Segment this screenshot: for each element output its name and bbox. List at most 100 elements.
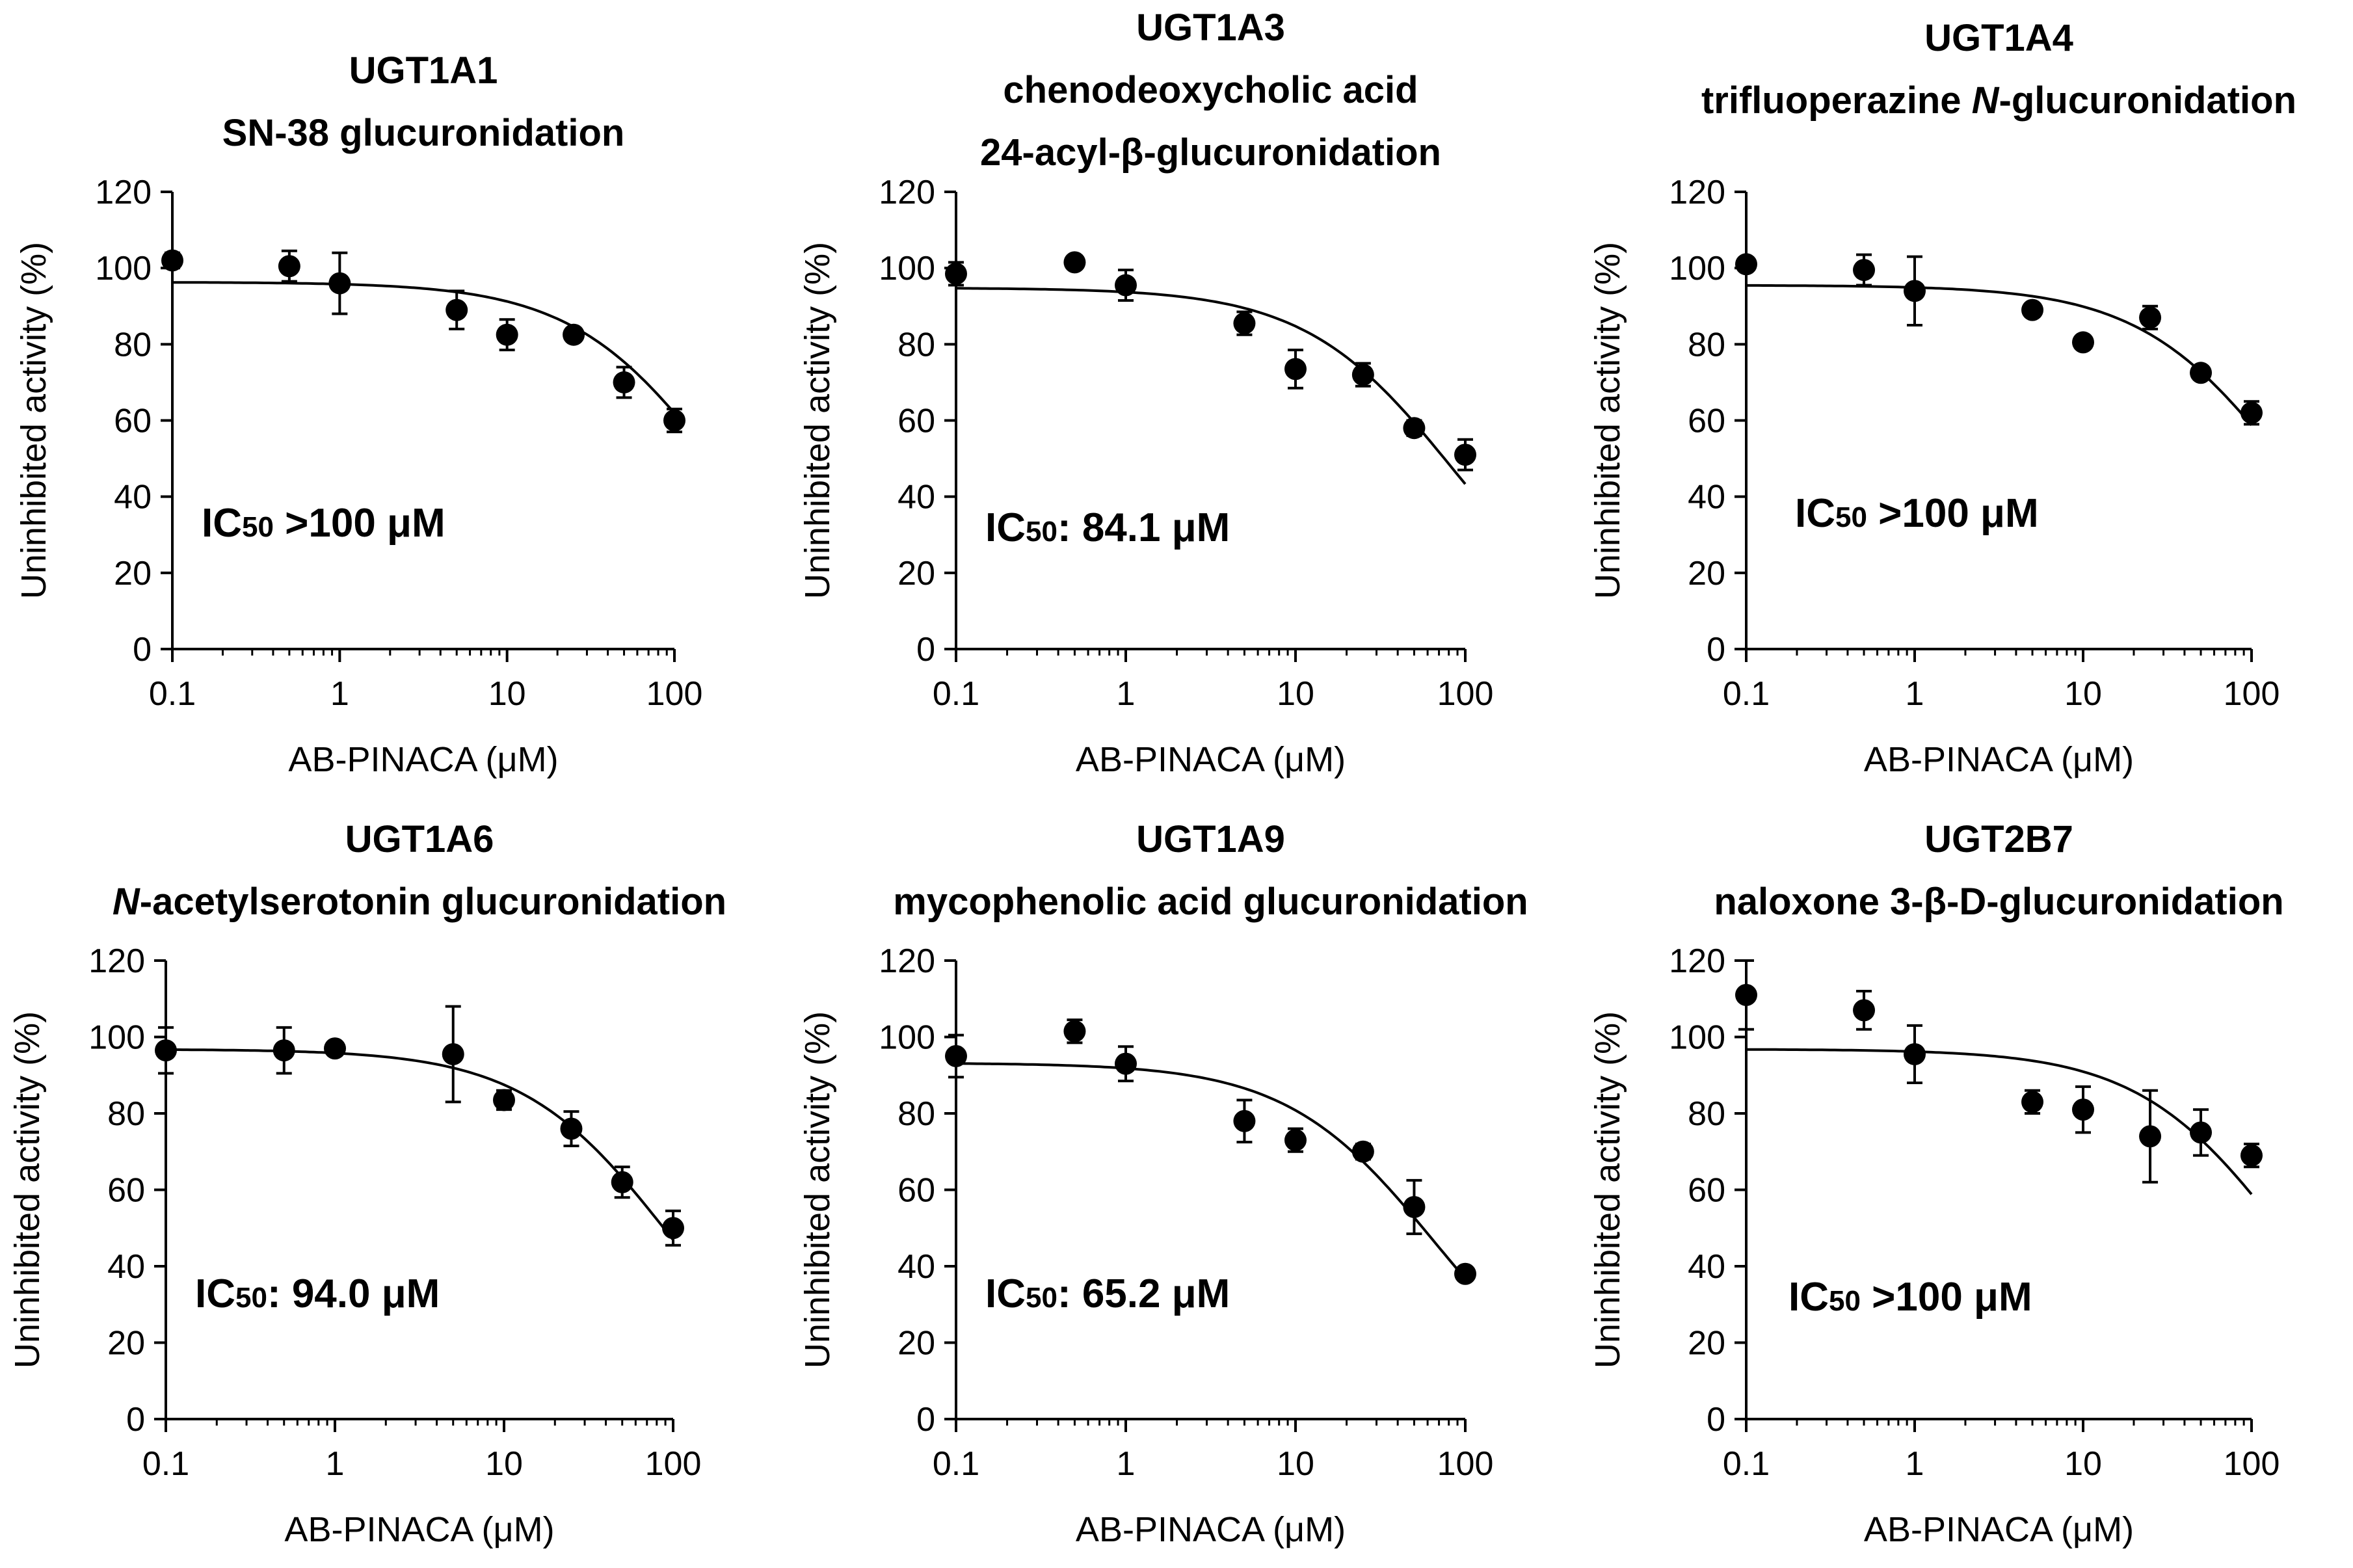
y-tick-label: 80	[1688, 326, 1725, 364]
chart-title-line: naloxone 3-β-D-glucuronidation	[1714, 881, 2283, 923]
y-tick-label: 40	[1688, 1248, 1725, 1286]
chart-panel-ugt2b7: UGT2B7 naloxone 3-β-D-glucuronidation 0 20 4…	[1588, 818, 2284, 1549]
x-tick-label: 100	[1437, 675, 1494, 713]
y-axis-label: Uninhibited activity (%)	[1588, 242, 1627, 599]
y-tick-label: 0	[916, 1401, 935, 1439]
ic50-annotation: IC50 >100 μM	[202, 501, 445, 546]
x-tick-label: 100	[2224, 675, 2280, 713]
y-tick-label: 0	[126, 1401, 145, 1439]
data-point	[1351, 1140, 1374, 1163]
data-point	[1735, 983, 1757, 1006]
y-tick-label: 100	[1669, 1019, 1725, 1057]
y-tick-label: 20	[1688, 1325, 1725, 1362]
data-point	[2139, 306, 2162, 329]
x-axis-label: AB-PINACA (μM)	[284, 1510, 554, 1549]
data-point	[445, 299, 468, 321]
y-tick-label: 60	[1688, 403, 1725, 440]
y-tick-label: 120	[879, 174, 935, 211]
x-tick-label: 1	[1906, 1445, 1924, 1483]
y-tick-label: 0	[916, 631, 935, 669]
data-point	[2190, 362, 2213, 384]
y-tick-label: 60	[897, 403, 935, 440]
data-point	[1454, 444, 1476, 466]
y-tick-label: 120	[1669, 942, 1725, 980]
chart-title-line: trifluoperazine N-glucuronidation	[1701, 79, 2296, 122]
chart-title-line: N-acetylserotonin glucuronidation	[113, 881, 726, 923]
x-tick-label: 1	[330, 675, 349, 713]
data-point	[328, 272, 351, 295]
chart-title-line: chenodeoxycholic acid	[1003, 69, 1418, 111]
data-point	[1735, 253, 1757, 276]
data-point	[662, 1217, 684, 1240]
y-tick-label: 80	[114, 326, 152, 364]
fit-curve	[956, 287, 1467, 485]
x-axis-label: AB-PINACA (μM)	[1076, 740, 1346, 779]
x-tick-label: 0.1	[933, 1445, 979, 1483]
data-point	[1853, 999, 1876, 1022]
data-point	[1904, 1043, 1926, 1065]
ic50-annotation: IC50: 84.1 μM	[985, 505, 1230, 550]
fit-curve	[1746, 1048, 2253, 1195]
ic50-annotation: IC50 >100 μM	[1795, 491, 2039, 536]
x-tick-label: 0.1	[142, 1445, 189, 1483]
y-tick-label: 100	[95, 250, 152, 287]
x-tick-label: 0.1	[1723, 675, 1770, 713]
y-tick-label: 0	[133, 631, 152, 669]
x-tick-label: 0.1	[1723, 1445, 1770, 1483]
x-tick-label: 0.1	[933, 675, 979, 713]
x-tick-label: 1	[1117, 675, 1136, 713]
data-point	[496, 323, 518, 346]
data-point	[278, 255, 300, 278]
data-point	[663, 409, 685, 432]
y-tick-label: 40	[897, 479, 935, 516]
chart-title-line: UGT1A9	[1136, 818, 1285, 860]
y-tick-label: 40	[114, 479, 152, 516]
x-axis-label: AB-PINACA (μM)	[1076, 1510, 1346, 1549]
data-point	[1233, 312, 1256, 335]
x-tick-label: 10	[2064, 675, 2102, 713]
chart-panel-ugt1a4: UGT1A4 trifluoperazine N-glucuronidation 0…	[1588, 17, 2296, 779]
y-tick-label: 20	[114, 555, 152, 592]
y-tick-label: 20	[107, 1325, 145, 1362]
chart-title-line: mycophenolic acid glucuronidation	[893, 881, 1528, 923]
chart-title-line: UGT2B7	[1924, 818, 2073, 860]
data-point	[563, 323, 585, 346]
x-tick-label: 1	[1906, 675, 1924, 713]
data-point	[2240, 1144, 2263, 1167]
y-tick-label: 80	[897, 326, 935, 364]
y-tick-label: 100	[879, 1019, 935, 1057]
x-tick-label: 100	[2224, 1445, 2280, 1483]
x-tick-label: 10	[1277, 675, 1314, 713]
y-tick-label: 60	[897, 1172, 935, 1210]
data-point	[1284, 1129, 1307, 1152]
y-tick-label: 0	[1707, 1401, 1725, 1439]
data-point	[1115, 274, 1137, 297]
fit-curve	[1746, 284, 2253, 426]
chart-panel-ugt1a1: UGT1A1 SN-38 glucuronidation 0 20 40 60 80 100 1…	[14, 49, 702, 779]
y-tick-label: 60	[107, 1172, 145, 1210]
data-point	[1063, 251, 1086, 274]
x-axis-label: AB-PINACA (μM)	[1864, 1510, 2134, 1549]
y-tick-label: 20	[897, 1325, 935, 1362]
y-tick-label: 100	[88, 1019, 145, 1057]
chart-title-line: UGT1A6	[345, 818, 494, 860]
chart-panel-ugt1a3: UGT1A3 chenodeoxycholic acid 24-acyl-β-glu…	[798, 7, 1493, 779]
data-point	[1115, 1052, 1137, 1075]
x-tick-label: 1	[1117, 1445, 1136, 1483]
data-point	[442, 1043, 464, 1065]
y-axis-label: Uninhibited activity (%)	[8, 1011, 47, 1368]
data-point	[1063, 1020, 1086, 1043]
x-tick-label: 10	[1277, 1445, 1314, 1483]
chart-title-line: 24-acyl-β-glucuronidation	[980, 131, 1441, 174]
y-tick-label: 120	[879, 942, 935, 980]
data-point	[273, 1039, 295, 1062]
ic50-annotation: IC50 >100 μM	[1788, 1275, 2032, 1320]
data-point	[1904, 280, 1926, 302]
y-tick-label: 40	[897, 1248, 935, 1286]
data-point	[611, 1171, 633, 1193]
data-point	[2190, 1121, 2213, 1144]
y-tick-label: 60	[114, 403, 152, 440]
ic50-annotation: IC50: 65.2 μM	[985, 1271, 1230, 1316]
